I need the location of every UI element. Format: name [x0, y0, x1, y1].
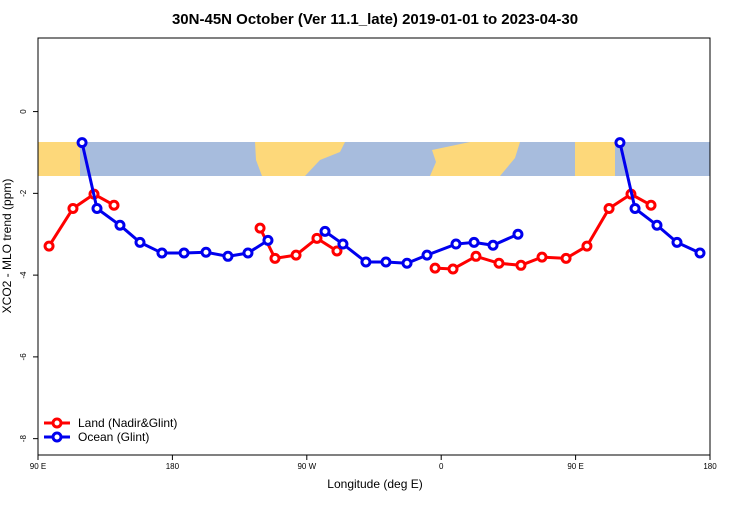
data-point	[262, 234, 274, 246]
data-point	[470, 250, 482, 262]
x-tick-label: 180	[703, 462, 717, 471]
y-tick-label: -2	[19, 189, 28, 197]
data-point	[222, 250, 234, 262]
data-point	[581, 240, 593, 252]
legend-label: Land (Nadir&Glint)	[78, 416, 177, 430]
data-point	[515, 259, 527, 271]
axes: 90 E 180 90 W 0 90 E 180 0 -2 -4 -6 -8	[19, 109, 717, 471]
data-point	[421, 249, 433, 261]
data-point	[311, 232, 323, 244]
data-point	[254, 222, 266, 234]
y-tick-label: -6	[19, 353, 28, 361]
legend: Land (Nadir&Glint)Ocean (Glint)	[44, 416, 177, 444]
data-point	[671, 236, 683, 248]
data-point	[629, 202, 641, 214]
plot-frame	[37, 37, 711, 456]
x-tick-label: 90 W	[297, 462, 316, 471]
data-point	[450, 238, 462, 250]
map-land	[38, 142, 80, 176]
map-land	[575, 142, 615, 176]
x-tick-label: 0	[439, 462, 444, 471]
data-point	[290, 249, 302, 261]
data-point	[156, 247, 168, 259]
data-point	[487, 239, 499, 251]
data-point	[178, 247, 190, 259]
data-point	[91, 202, 103, 214]
data-point	[512, 228, 524, 240]
y-tick-label: -8	[19, 435, 28, 443]
data-point	[337, 238, 349, 250]
data-point	[360, 256, 372, 268]
data-point	[645, 199, 657, 211]
data-point	[493, 257, 505, 269]
x-tick-label: 90 E	[30, 462, 46, 471]
series	[43, 137, 706, 275]
data-point	[651, 219, 663, 231]
y-axis-label: XCO2 - MLO trend (ppm)	[0, 179, 14, 314]
data-point	[603, 202, 615, 214]
x-axis-label: Longitude (deg E)	[327, 477, 422, 491]
data-point	[76, 137, 88, 149]
data-point	[614, 137, 626, 149]
legend-marker	[51, 431, 63, 443]
map-land	[255, 142, 345, 176]
data-point	[694, 247, 706, 259]
data-point	[536, 251, 548, 263]
data-point	[319, 225, 331, 237]
data-point	[429, 262, 441, 274]
data-point	[114, 219, 126, 231]
data-point	[134, 236, 146, 248]
legend-label: Ocean (Glint)	[78, 430, 149, 444]
x-tick-label: 90 E	[567, 462, 583, 471]
data-point	[200, 246, 212, 258]
data-point	[447, 263, 459, 275]
x-tick-label: 180	[166, 462, 180, 471]
data-point	[331, 245, 343, 257]
data-point	[560, 252, 572, 264]
data-point	[67, 202, 79, 214]
data-point	[468, 236, 480, 248]
map-strip	[38, 142, 710, 176]
data-point	[269, 252, 281, 264]
data-point	[108, 199, 120, 211]
chart-title: 30N-45N October (Ver 11.1_late) 2019-01-…	[172, 11, 578, 28]
data-point	[380, 256, 392, 268]
data-point	[43, 240, 55, 252]
y-tick-label: 0	[19, 109, 28, 114]
data-point	[401, 257, 413, 269]
data-point	[242, 247, 254, 259]
map-land	[430, 142, 520, 176]
y-tick-label: -4	[19, 271, 28, 279]
legend-marker	[51, 417, 63, 429]
